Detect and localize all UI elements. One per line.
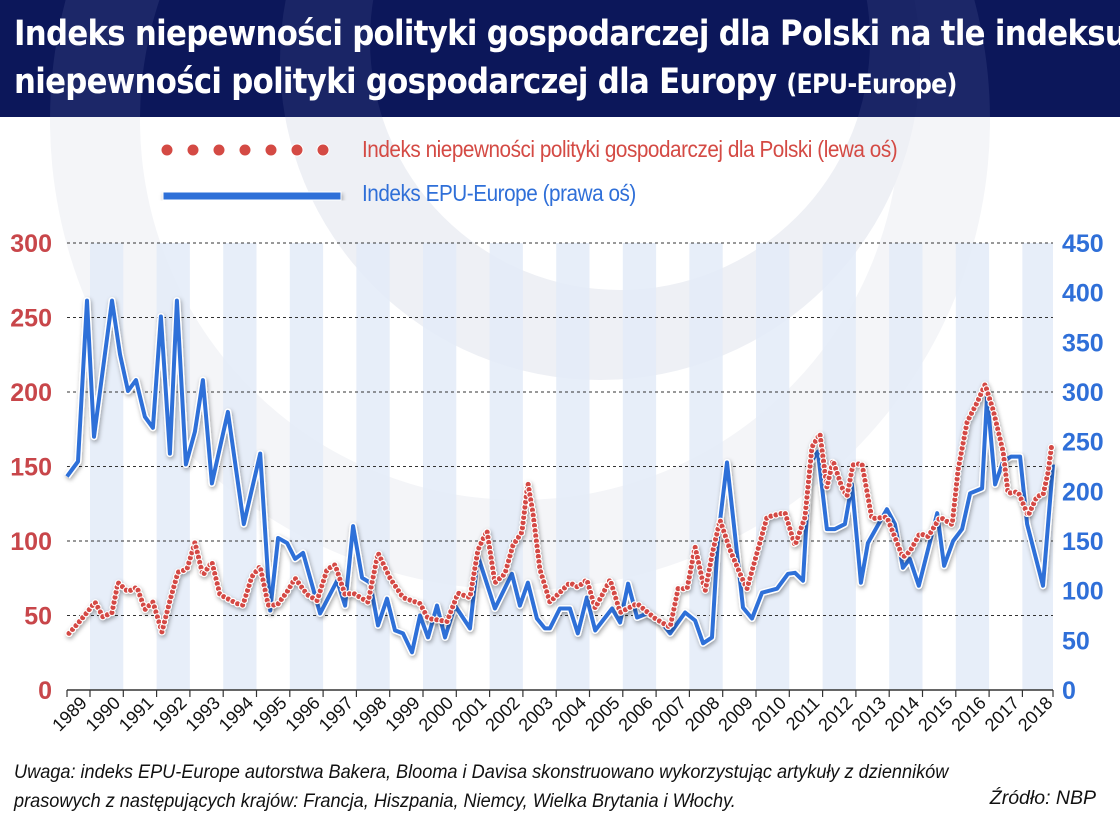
legend-dot-icon <box>186 143 200 157</box>
legend-dot-icon <box>290 143 304 157</box>
year-band <box>756 243 790 690</box>
legend-dot-icon <box>264 143 278 157</box>
title-line-2: niepewności polityki gospodarczej dla Eu… <box>14 62 957 102</box>
chart-title: Indeks niepewności polityki gospodarczej… <box>14 10 1120 109</box>
footnote: Uwaga: indeks EPU-Europe autorstwa Baker… <box>14 758 948 816</box>
year-band <box>289 243 324 690</box>
legend-label-europe: Indeks EPU-Europe (prawa oś) <box>362 180 636 206</box>
right-axis-tick-label: 150 <box>1062 528 1104 556</box>
europe-series-line <box>65 298 1055 655</box>
year-band <box>889 243 923 690</box>
title-suffix: (EPU-Europe) <box>786 69 957 100</box>
right-axis-tick-label: 300 <box>1062 379 1104 407</box>
footnote-line-1: Uwaga: indeks EPU-Europe autorstwa Baker… <box>14 761 949 783</box>
right-axis-tick-label: 350 <box>1062 329 1104 357</box>
legend-line-icon <box>162 191 342 201</box>
left-axis-tick-label: 100 <box>10 528 52 556</box>
right-axis-tick-label: 250 <box>1062 429 1104 457</box>
title-band: Indeks niepewności polityki gospodarczej… <box>0 0 1120 117</box>
right-axis-tick-label: 50 <box>1062 627 1090 655</box>
year-band <box>90 243 124 690</box>
right-axis-tick-label: 100 <box>1062 578 1104 606</box>
left-axis-tick-label: 150 <box>10 454 52 482</box>
left-axis-tick-label: 0 <box>38 677 52 705</box>
legend-dot-icon <box>212 143 226 157</box>
watermark-logo <box>50 0 990 117</box>
right-axis-tick-label: 0 <box>1062 677 1076 705</box>
right-axis-tick-label: 200 <box>1062 478 1104 506</box>
left-axis-tick-label: 300 <box>10 230 52 258</box>
legend-label-poland: Indeks niepewności polityki gospodarczej… <box>362 136 898 162</box>
legend-dot-icon <box>316 143 330 157</box>
left-axis-tick-label: 200 <box>10 379 52 407</box>
legend-dot-icon <box>160 143 174 157</box>
left-axis-tick-label: 250 <box>10 305 52 333</box>
poland-dot <box>1047 443 1056 452</box>
source-label: Źródło: NBP <box>989 787 1096 809</box>
year-band <box>223 243 257 690</box>
right-axis-tick-label: 400 <box>1062 280 1104 308</box>
left-axis-tick-label: 50 <box>24 603 52 631</box>
title-line-1: Indeks niepewności polityki gospodarczej… <box>14 14 1120 54</box>
footnote-line-2: prasowych z następujących krajów: Francj… <box>14 790 736 812</box>
legend-dot-icon <box>238 143 252 157</box>
right-axis-tick-label: 450 <box>1062 230 1104 258</box>
